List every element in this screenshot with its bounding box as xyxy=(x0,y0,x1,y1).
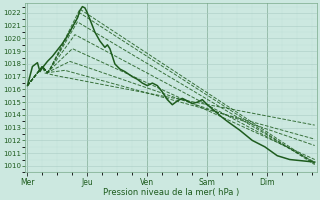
X-axis label: Pression niveau de la mer( hPa ): Pression niveau de la mer( hPa ) xyxy=(103,188,239,197)
